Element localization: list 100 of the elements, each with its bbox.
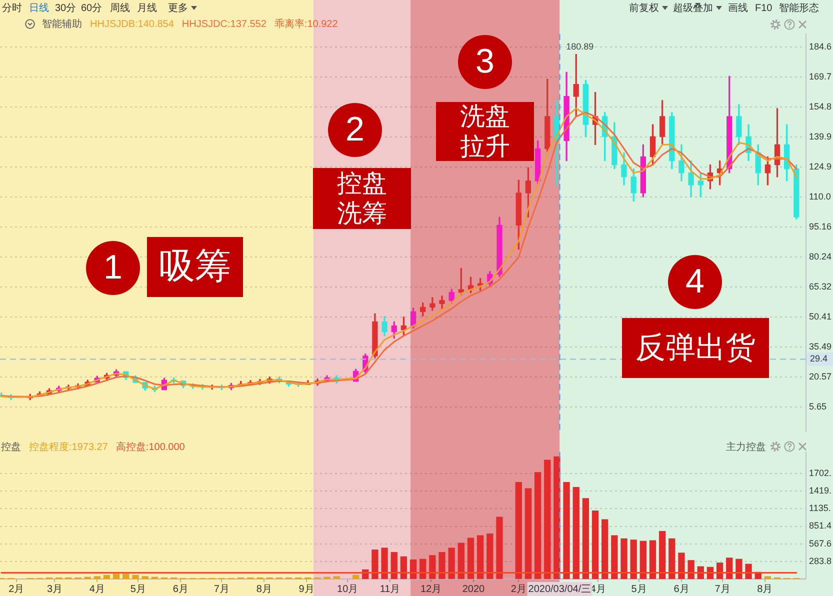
bar [438,552,446,579]
annotation: 4 [686,262,704,300]
x-tick-label: 7月 [714,584,730,595]
text: 智能形态 [779,2,819,14]
text: 超级叠加 [673,2,713,14]
bar [630,540,637,579]
bar [524,488,532,579]
text: 60分 [81,2,102,14]
annotation: 29.4 [810,354,828,364]
x-tick-label: 11月 [380,584,400,595]
bar [640,540,646,579]
bar [420,558,426,579]
bar [448,548,455,579]
x-tick-label: 8月 [757,584,773,595]
bar [688,560,694,579]
y-tick-label: 5.65 [809,401,827,412]
x-tick-label: 6月 [674,584,690,595]
x-tick-label: 5月 [631,584,647,595]
bar [582,498,590,579]
x-tick-label: 4月 [89,584,105,595]
text: HHJSJDB:140.854 [90,18,174,30]
y-tick-label: 35.49 [809,341,832,352]
y-tick-label: 1702. [809,468,832,478]
y-tick-label: 50.41 [809,311,832,322]
text: 更多 [168,2,188,14]
text: 高控盘:100.000 [116,440,186,453]
x-tick-label: 2月 [8,584,24,595]
x-tick-label: 3月 [46,584,63,595]
bar [534,472,542,579]
bar [563,482,570,579]
text: 月线 [137,2,157,14]
text: 画线 [728,2,748,14]
bar [103,574,110,579]
bar [745,564,752,579]
x-tick-label: 8月 [256,584,272,595]
y-tick-label: 154.8 [809,101,832,112]
y-tick-label: 139.9 [809,131,832,142]
y-tick-label: 169.7 [809,71,832,82]
annotation: 2 [346,110,364,148]
annotation: 3 [476,42,494,80]
band-label: 洗盘拉升 [460,102,510,160]
legend-title: 智能辅助 [42,18,82,30]
y-tick-label: 110.0 [809,191,831,202]
y-tick-label: 1135. [809,503,831,514]
bar [400,556,408,579]
bar [572,486,580,579]
y-tick-label: 124.9 [809,161,832,172]
bar [333,576,340,579]
bar [544,460,551,579]
bar [496,516,503,579]
bar [668,538,676,579]
bar [764,576,772,579]
text: 周线 [110,2,130,14]
y-tick-label: 20.57 [809,371,832,382]
bar [94,576,100,579]
x-tick-label: 2月 [510,584,526,595]
bar [726,558,733,579]
bar [122,574,130,579]
x-tick-label: 5月 [130,584,146,595]
annotation: 2020/03/04/三 [528,584,592,595]
x-tick-label: 7月 [214,584,230,595]
x-tick-label: 2020 [462,584,486,595]
y-tick-label: 851.4 [809,520,832,531]
text: 前复权 [629,2,659,14]
bar [678,552,685,579]
bar [352,574,360,579]
text: 日线 [29,2,49,14]
x-tick-label: 10月 [337,584,358,595]
legend-title: 控盘 [1,440,21,453]
text: HHJSJDC:137.552 [182,18,267,30]
bar [649,540,656,579]
y-tick-label: 65.32 [809,281,832,292]
bar [458,542,464,579]
text: 控盘程度:1973.27 [29,440,108,453]
bar [486,533,494,579]
bar [736,558,742,579]
bar [592,510,599,579]
bar [611,535,618,579]
bar [390,552,398,579]
text: 分时 [2,2,22,14]
bar [372,550,378,579]
bar [112,574,120,579]
y-tick-label: 567.6 [809,538,832,548]
band-label: 反弹出货 [636,331,756,364]
y-tick-label: 95.16 [809,221,832,232]
bar [476,535,484,579]
bar [142,576,148,579]
band-label: 控盘洗筹 [337,169,387,228]
bar [515,482,522,579]
text: 30分 [55,2,76,14]
y-tick-label: 283.8 [809,556,832,566]
bar [467,538,474,579]
text: 乖离率:10.922 [274,18,338,30]
bar [381,548,388,579]
x-tick-label: 6月 [172,584,188,595]
text: F10 [755,2,773,14]
band-label: 吸筹 [159,244,231,286]
bar [410,559,417,579]
bar [602,519,608,579]
annotation: 180.89 [566,41,594,52]
